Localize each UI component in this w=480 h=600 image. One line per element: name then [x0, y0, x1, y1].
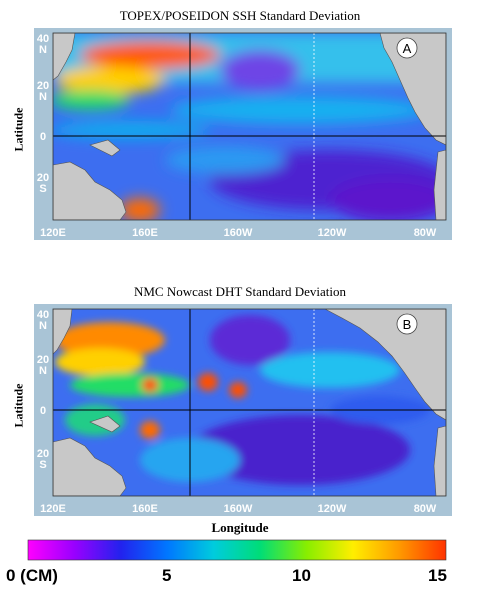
panel-b-lon-label: 120W [318, 503, 347, 515]
panel-a-lon-label: 120E [40, 227, 66, 239]
panel-a-lat-label: 20 [37, 172, 49, 184]
panel-a-lon-label: 80W [414, 227, 437, 239]
colorbar-tick-label: 10 [292, 566, 311, 585]
panel-a: A 40 N 20 N 0 20 S 120E 160E 160W 120W 8… [34, 28, 452, 240]
colorbar-unit-label: 0 (CM) [6, 566, 58, 585]
panel-b-title: NMC Nowcast DHT Standard Deviation [133, 284, 347, 299]
panel-b: B 40 N 20 N 0 20 S 120E 160E 160W 120W 8… [34, 304, 452, 516]
panel-b-badge-text: B [403, 317, 412, 332]
colorbar-tick-label: 15 [428, 566, 447, 585]
panel-b-lat-label: 20 [37, 448, 49, 460]
x-axis-label: Longitude [211, 520, 269, 535]
panel-a-lat-label: S [39, 183, 46, 195]
panel-b-lat-label: 20 [37, 354, 49, 366]
panel-a-title: TOPEX/POSEIDON SSH Standard Deviation [119, 8, 361, 23]
panel-a-badge-text: A [403, 41, 412, 56]
panel-b-lat-label: N [39, 365, 47, 377]
panel-b-lon-label: 80W [414, 503, 437, 515]
panel-b-lon-label: 160E [132, 503, 158, 515]
colorbar [27, 539, 447, 561]
panel-a-lon-label: 160W [224, 227, 253, 239]
panel-a-map [53, 33, 446, 220]
colorbar-tick-label: 5 [162, 566, 172, 585]
panel-b-lon-label: 120E [40, 503, 66, 515]
panel-a-lat-label: 0 [40, 131, 46, 143]
panel-b-lat-label: S [39, 459, 46, 471]
panel-b-lat-label: 0 [40, 405, 46, 417]
panel-a-badge [396, 37, 418, 59]
panel-a-lat-label: N [39, 91, 47, 103]
panel-a-lon-label: 160E [132, 227, 158, 239]
panel-b-lat-label: N [39, 320, 47, 332]
panel-b-map [53, 309, 446, 496]
panel-a-lat-label: N [39, 44, 47, 56]
panel-b-lat-label: 40 [37, 309, 49, 321]
panel-a-lat-label: 40 [37, 33, 49, 45]
panel-a-lon-label: 120W [318, 227, 347, 239]
panel-b-lon-label: 160W [224, 503, 253, 515]
panel-a-lat-label: 20 [37, 80, 49, 92]
panel-b-badge [396, 313, 418, 335]
